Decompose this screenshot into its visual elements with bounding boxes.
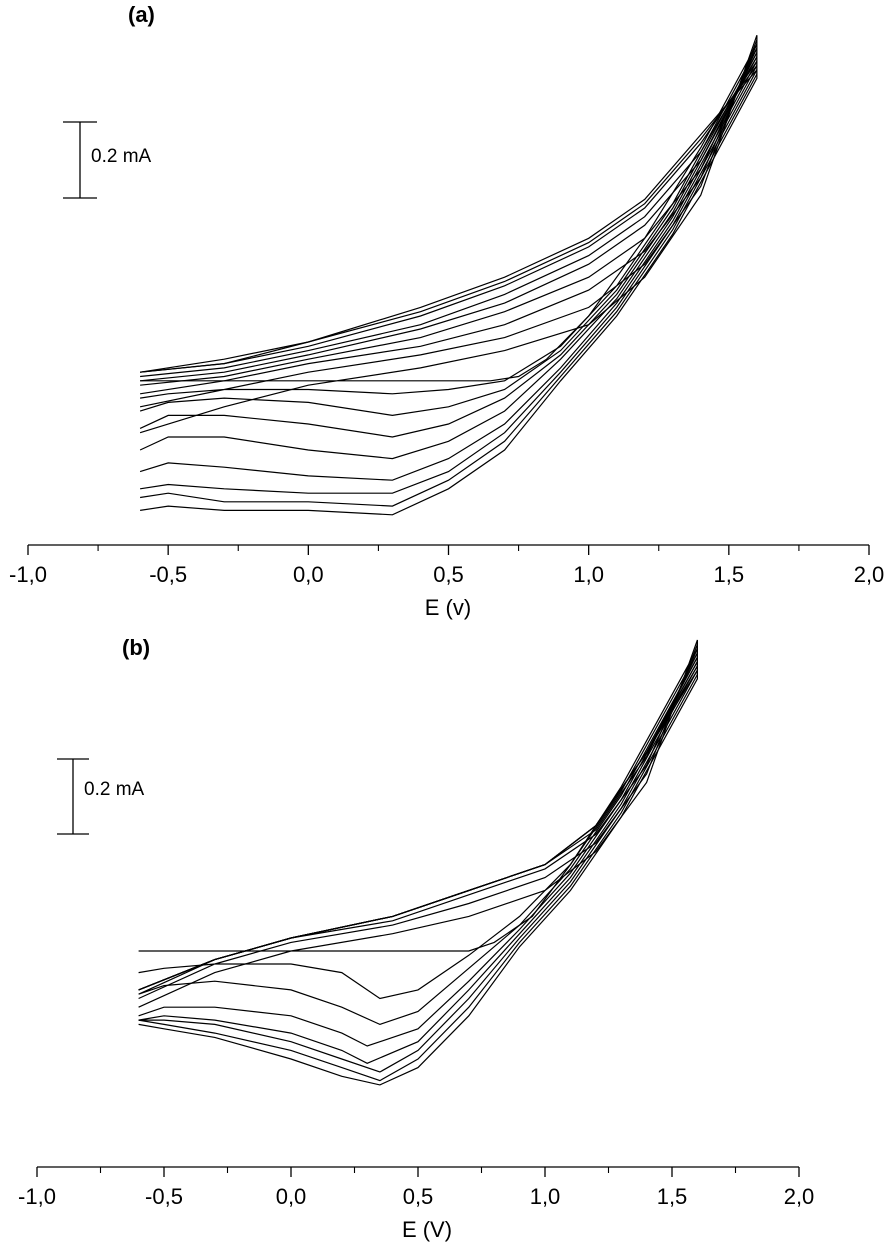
panel-b-x-tick-label: 2,0 bbox=[784, 1184, 815, 1209]
panel-b-x-tick-label: 0,5 bbox=[403, 1184, 434, 1209]
panel-b-scale-bar-label: 0.2 mA bbox=[84, 779, 145, 800]
panel-b-cycle-8 bbox=[138, 668, 698, 1086]
panel-a-scale-bar-label: 0.2 mA bbox=[91, 146, 152, 167]
panel-a-x-tick-label: -1,0 bbox=[9, 562, 47, 587]
panel-a-x-tick-label: 1,5 bbox=[714, 562, 745, 587]
panel-a-x-tick-label: 2,0 bbox=[854, 562, 885, 587]
panel-a-cycle-8 bbox=[140, 63, 758, 507]
panel-b-x-axis-title: E (V) bbox=[402, 1217, 452, 1242]
panel-a-cycle-5 bbox=[139, 52, 758, 460]
panel-a-x-axis: -1,0 -0,5 0,0 0,5 1,0 1,5 2,0 E (v) bbox=[9, 544, 884, 620]
panel-b-x-tick-label: 0,0 bbox=[276, 1184, 307, 1209]
panel-b-x-tick-label: -0,5 bbox=[145, 1184, 183, 1209]
panel-a-scale-bar: 0.2 mA bbox=[63, 121, 152, 199]
panel-a: (a) 0.2 mA -1,0 -0,5 0,0 0,5 1,0 1,5 2,0 E (v) bbox=[9, 2, 884, 620]
panel-b-curves bbox=[138, 639, 698, 1086]
panel-a-x-ticks bbox=[27, 545, 870, 555]
panel-b-x-tick-label: -1,0 bbox=[18, 1184, 56, 1209]
panel-a-cycle-6 bbox=[139, 54, 758, 481]
panel-b-cycle-5 bbox=[138, 656, 698, 1064]
panel-b-cycle-4 bbox=[138, 652, 698, 1047]
panel-b-x-ticks bbox=[36, 1167, 800, 1177]
panel-b-scale-bar: 0.2 mA bbox=[57, 758, 145, 835]
panel-a-cycle-7 bbox=[140, 59, 758, 494]
panel-b-cycle-3 bbox=[138, 648, 698, 1026]
panel-b-cycle-6 bbox=[138, 659, 698, 1073]
panel-b-label: (b) bbox=[122, 635, 150, 660]
panel-a-cycle-2 bbox=[139, 39, 758, 408]
panel-a-x-tick-label: 0,0 bbox=[293, 562, 324, 587]
panel-a-x-axis-title: E (v) bbox=[425, 595, 471, 620]
panel-b-x-axis: -1,0 -0,5 0,0 0,5 1,0 1,5 2,0 E (V) bbox=[18, 1166, 814, 1242]
panel-a-x-tick-label: -0,5 bbox=[149, 562, 187, 587]
panel-a-curves bbox=[139, 35, 758, 516]
panel-a-label: (a) bbox=[128, 2, 155, 27]
panel-a-x-tick-labels: -1,0 -0,5 0,0 0,5 1,0 1,5 2,0 bbox=[9, 562, 884, 587]
panel-a-cycle-3 bbox=[139, 43, 758, 417]
panel-a-x-tick-label: 1,0 bbox=[573, 562, 604, 587]
panel-b-x-tick-label: 1,0 bbox=[530, 1184, 561, 1209]
panel-a-cycle-1 bbox=[139, 35, 758, 434]
panel-b: (b) 0.2 mA -1,0 -0,5 0,0 0,5 1,0 1,5 2,0 E (V) bbox=[18, 635, 814, 1242]
panel-b-x-tick-label: 1,5 bbox=[657, 1184, 688, 1209]
panel-b-cycle-7 bbox=[138, 663, 698, 1082]
panel-a-cycle-9 bbox=[140, 68, 758, 516]
panel-b-cycle-2 bbox=[138, 644, 698, 1000]
panel-a-x-tick-label: 0,5 bbox=[433, 562, 464, 587]
panel-b-x-tick-labels: -1,0 -0,5 0,0 0,5 1,0 1,5 2,0 bbox=[18, 1184, 814, 1209]
